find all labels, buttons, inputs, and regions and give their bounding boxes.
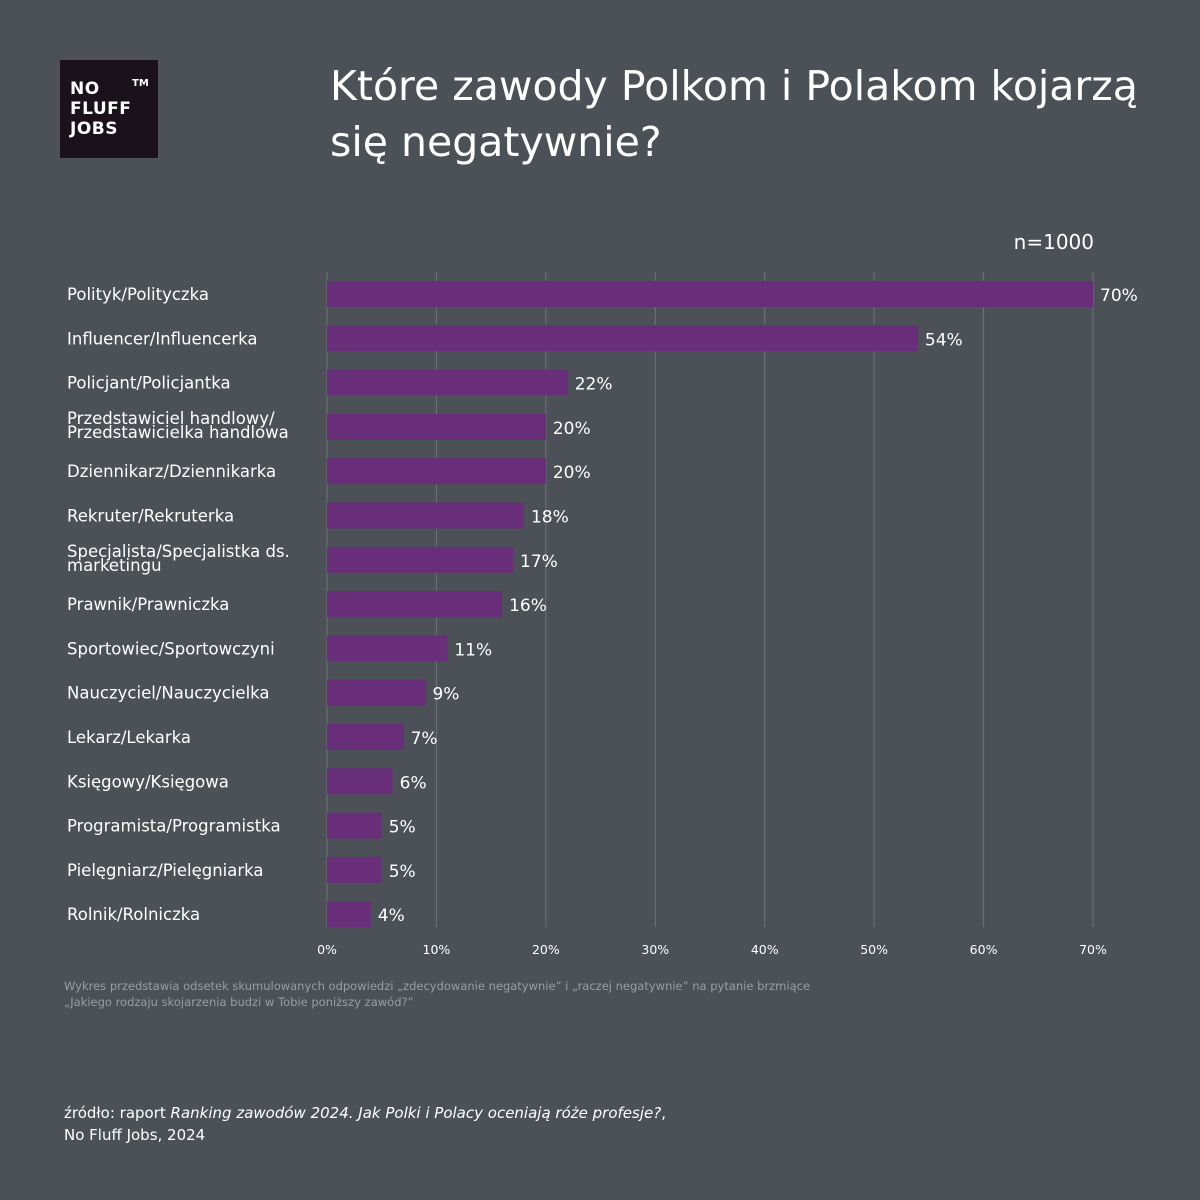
value-label: 70% xyxy=(1100,286,1138,306)
logo-line-jobs: JOBS xyxy=(70,119,118,139)
bar xyxy=(327,724,404,750)
x-axis-ticks: 0% 10% 20% 30% 40% 50% 60% 70% xyxy=(317,942,1107,957)
value-label: 20% xyxy=(553,419,591,439)
source-suffix: , No Fluff Jobs, 2024 xyxy=(64,1104,666,1144)
logo-line-no: NO xyxy=(70,79,100,99)
value-label: 18% xyxy=(531,508,569,528)
source-report-title: Ranking zawodów 2024. Jak Polki i Polacy… xyxy=(170,1104,662,1122)
bar xyxy=(327,856,382,883)
bar xyxy=(327,901,371,928)
x-tick-label: 70% xyxy=(1079,942,1107,957)
bar xyxy=(327,679,426,706)
bar xyxy=(327,458,546,485)
bar xyxy=(327,502,524,529)
source-prefix: źródło: raport xyxy=(64,1104,171,1122)
sample-size-label: n=1000 xyxy=(1013,230,1094,254)
value-label: 5% xyxy=(389,818,416,838)
trademark-mark: TM xyxy=(132,78,149,89)
x-tick-label: 0% xyxy=(317,942,337,957)
bar xyxy=(327,768,393,795)
bar xyxy=(327,369,568,396)
x-tick-label: 60% xyxy=(970,942,998,957)
category-label: Lekarz/Lekarka xyxy=(67,728,191,747)
bar xyxy=(327,325,918,352)
bar xyxy=(327,413,546,440)
value-label: 22% xyxy=(575,375,613,395)
category-label: Polityk/Polityczka xyxy=(67,285,209,304)
bar xyxy=(327,635,448,662)
category-label: Nauczyciel/Nauczycielka xyxy=(67,684,270,703)
value-label: 16% xyxy=(509,596,547,616)
category-label: Przedstawiciel handlowy/Przedstawicielka… xyxy=(67,409,289,442)
value-label: 6% xyxy=(400,773,427,793)
bar xyxy=(327,812,382,839)
bars xyxy=(327,281,1093,928)
value-label: 54% xyxy=(925,330,963,350)
logo-line-fluff: FLUFF xyxy=(70,99,132,119)
x-tick-label: 40% xyxy=(751,942,779,957)
value-label: 20% xyxy=(553,463,591,483)
value-label: 17% xyxy=(520,552,558,572)
value-label: 7% xyxy=(411,729,438,749)
source-citation: źródło: raport Ranking zawodów 2024. Jak… xyxy=(64,1102,684,1146)
bar xyxy=(327,546,514,573)
category-label: Księgowy/Księgowa xyxy=(67,772,229,791)
value-labels: 70% 54% 22% 20% 20% 18% 17% 16% 11% 9% 7% 6% 5% 5% 4% xyxy=(378,286,1138,926)
x-tick-label: 50% xyxy=(860,942,888,957)
value-label: 11% xyxy=(454,640,492,660)
value-label: 4% xyxy=(378,906,405,926)
bar xyxy=(327,281,1093,307)
chart-note: Wykres przedstawia odsetek skumulowanych… xyxy=(64,979,811,1009)
x-tick-label: 30% xyxy=(641,942,669,957)
value-label: 5% xyxy=(389,862,416,882)
category-label: Policjant/Policjantka xyxy=(67,374,231,393)
category-label: Sportowiec/Sportowczyni xyxy=(67,639,275,658)
category-label: Prawnik/Prawniczka xyxy=(67,595,229,614)
category-label: Rekruter/Rekruterka xyxy=(67,507,234,526)
x-tick-label: 20% xyxy=(532,942,560,957)
chart-title: Które zawody Polkom i Polakom kojarzą si… xyxy=(330,62,1138,166)
category-labels: Polityk/Polityczka Influencer/Influencerk… xyxy=(67,285,290,924)
x-tick-label: 10% xyxy=(423,942,451,957)
bar xyxy=(327,591,503,618)
category-label: Rolnik/Rolniczka xyxy=(67,905,200,924)
category-label: Specjalista/Specjalistka ds. marketingu xyxy=(67,542,290,575)
category-label: Influencer/Influencerka xyxy=(67,329,258,348)
category-label: Programista/Programistka xyxy=(67,817,281,836)
category-label: Pielęgniarz/Pielęgniarka xyxy=(67,861,264,880)
no-fluff-jobs-logo: NO FLUFF JOBS TM xyxy=(60,60,158,158)
value-label: 9% xyxy=(432,685,459,705)
category-label: Dziennikarz/Dziennikarka xyxy=(67,462,276,481)
